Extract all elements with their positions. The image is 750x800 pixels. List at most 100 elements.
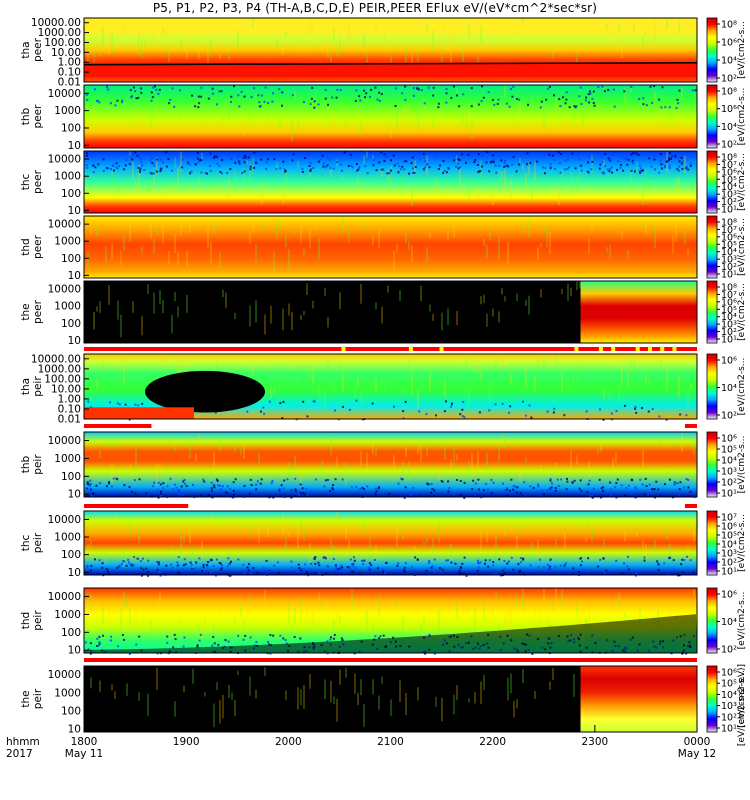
spectrogram-noise	[587, 557, 590, 560]
colorbar-unit-label: [eV/(cm2-s...	[737, 218, 747, 276]
spectrogram-noise	[621, 572, 624, 575]
spectrogram-texture	[315, 518, 317, 531]
spectrogram-noise	[658, 98, 661, 101]
spectrogram-noise	[497, 98, 500, 101]
spectrogram-noise	[610, 166, 613, 169]
spectrogram-noise	[263, 100, 266, 103]
spectrogram-noise	[353, 559, 356, 562]
spectrogram-noise	[461, 414, 464, 417]
colorbar	[706, 353, 718, 420]
spectrogram-noise	[178, 89, 181, 92]
spectrogram-texture	[213, 703, 215, 728]
spectrogram-noise	[643, 151, 646, 154]
spectrogram-noise	[89, 652, 92, 655]
spectrogram-noise	[530, 416, 533, 419]
spectrogram-noise	[334, 409, 337, 412]
spectrogram-texture	[147, 284, 149, 295]
spectrogram-noise	[573, 479, 576, 482]
spectrogram-texture	[339, 38, 341, 57]
spectrogram-noise	[602, 490, 605, 493]
spectrogram-noise	[658, 171, 661, 174]
colorbar-tick-label: 10²	[721, 74, 737, 85]
spectrogram-noise	[153, 85, 156, 88]
spectrogram-texture	[210, 514, 212, 532]
spectrogram-noise	[689, 559, 692, 562]
spectrogram-texture	[582, 106, 584, 125]
spectrogram-noise	[211, 570, 214, 573]
spectrogram-noise	[651, 488, 654, 491]
spectrogram-noise	[458, 572, 461, 575]
spectrogram-noise	[537, 566, 540, 569]
spectrogram-noise	[529, 492, 532, 495]
spectrogram-noise	[627, 158, 630, 161]
spectrogram-texture	[252, 365, 254, 376]
spectrogram-noise	[140, 91, 143, 94]
spectrogram-texture	[303, 530, 305, 541]
spectrogram-noise	[211, 644, 214, 647]
spectrogram-texture	[480, 25, 482, 43]
spectrogram-texture	[237, 30, 239, 48]
spectrogram-noise	[643, 493, 646, 496]
spectrogram-texture	[390, 699, 392, 717]
spectrogram-noise	[676, 482, 679, 485]
spectrogram-noise	[301, 170, 304, 173]
spectrogram-noise	[265, 559, 268, 562]
spectrogram-noise	[114, 104, 117, 107]
spectrogram-texture	[219, 605, 221, 616]
spectrogram-noise	[314, 556, 317, 559]
spectrogram-noise	[622, 169, 625, 172]
spectrogram-noise	[297, 493, 300, 496]
spectrogram-texture	[441, 697, 443, 722]
spectrogram-noise	[375, 169, 378, 172]
spectrogram-texture	[114, 513, 116, 529]
spectrogram-texture	[504, 433, 506, 448]
spectrogram-noise	[578, 571, 581, 574]
spectrogram-texture	[681, 367, 683, 381]
spectrogram-texture	[441, 49, 443, 70]
spectrogram-texture	[285, 535, 287, 559]
spectrogram-texture	[663, 443, 665, 448]
spectrogram-noise	[304, 563, 307, 566]
spectrogram-noise	[419, 495, 422, 498]
flag-segment	[598, 347, 603, 351]
spectrogram-texture	[201, 625, 203, 640]
spectrogram-noise	[342, 405, 345, 408]
spectrogram-noise	[215, 478, 218, 481]
spectrogram-texture	[174, 447, 176, 452]
spectrogram-noise	[153, 164, 156, 167]
spectrogram-texture	[447, 36, 449, 50]
spectrogram-texture	[207, 48, 209, 72]
spectrogram-texture	[555, 355, 557, 363]
spectrogram-noise	[487, 565, 490, 568]
spectrogram-texture	[309, 373, 311, 379]
spectrogram-noise	[674, 156, 677, 159]
spectrogram-texture	[312, 300, 314, 309]
spectrogram-texture	[579, 168, 581, 183]
spectrogram-texture	[678, 375, 680, 398]
spectrogram-noise	[433, 495, 436, 498]
spectrogram-noise	[428, 166, 431, 169]
spectrogram-texture	[411, 245, 413, 263]
spectrogram-noise	[309, 168, 312, 171]
spectrogram-texture	[240, 114, 242, 127]
spectrogram-texture	[447, 362, 449, 376]
spectrogram-noise	[494, 403, 497, 406]
flag-segment	[84, 347, 697, 351]
spectrogram-texture	[336, 159, 338, 167]
spectrogram-texture	[99, 301, 101, 313]
spectrogram-texture	[567, 376, 569, 389]
spectrogram-noise	[238, 153, 241, 156]
spectrogram-texture	[522, 221, 524, 233]
spectrogram-texture	[138, 692, 140, 701]
spectrogram-noise	[439, 571, 442, 574]
spectrogram-texture	[444, 380, 446, 397]
spectrogram-texture	[159, 591, 161, 611]
spectrogram-noise	[242, 563, 245, 566]
xtick-label: 2300	[581, 736, 608, 748]
spectrogram-texture	[186, 250, 188, 267]
spectrogram-noise	[202, 566, 205, 569]
spectrogram-texture	[555, 588, 557, 604]
spectrogram-noise	[291, 159, 294, 162]
spectrogram-noise	[326, 565, 329, 568]
ytick-label: 100.00	[44, 373, 81, 385]
